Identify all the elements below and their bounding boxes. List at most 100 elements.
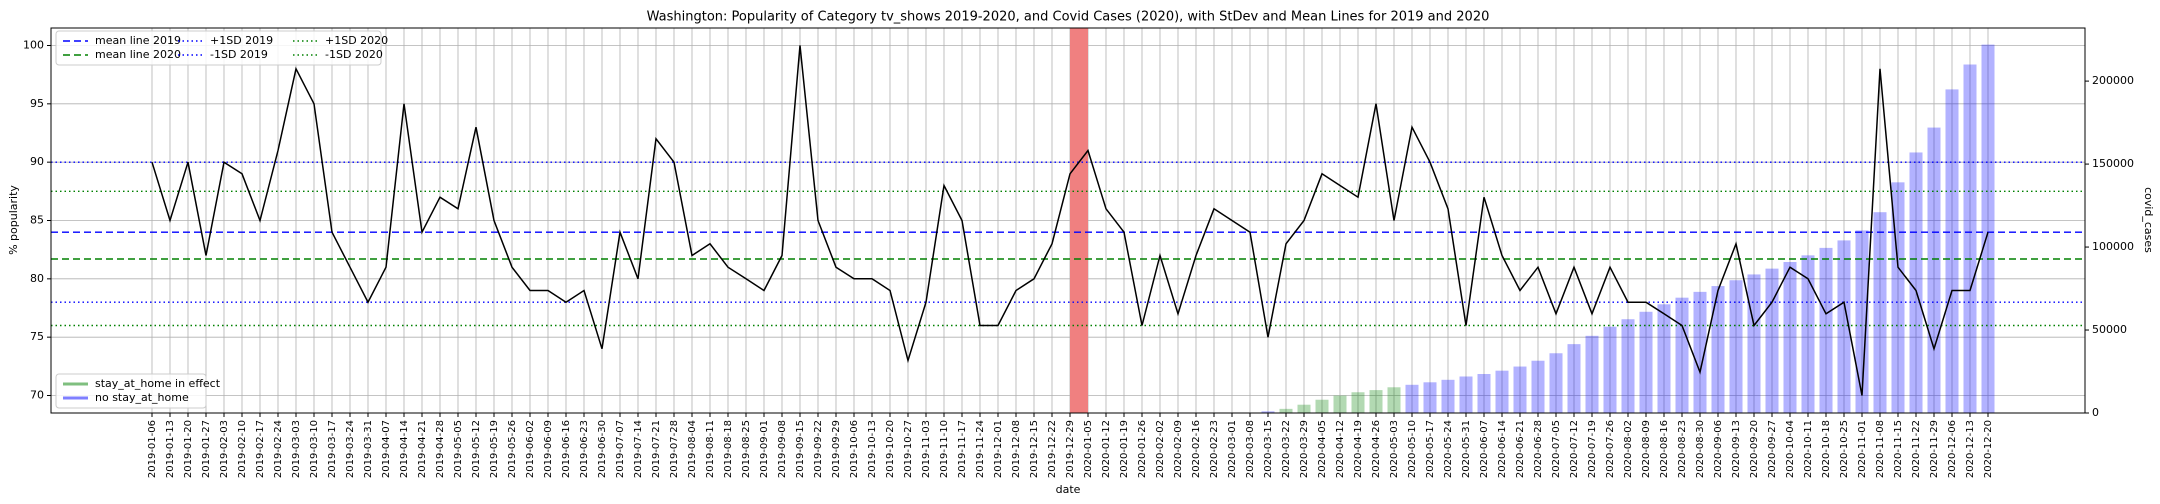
x-tick-label: 2019-06-30 [597, 420, 608, 478]
bar [1441, 379, 1455, 413]
x-tick-label: 2019-10-13 [867, 420, 878, 478]
x-tick-label: 2020-01-12 [1101, 420, 1112, 478]
legend-label: stay_at_home in effect [95, 377, 221, 390]
bar [1891, 182, 1905, 413]
x-tick-label: 2019-04-21 [417, 420, 428, 478]
y-tick-label: 70 [30, 389, 44, 402]
x-tick-label: 2020-05-24 [1443, 420, 1454, 478]
x-tick-label: 2019-05-19 [489, 420, 500, 478]
chart-title: Washington: Popularity of Category tv_sh… [647, 10, 1490, 25]
bar [1747, 274, 1761, 413]
x-tick-label: 2020-05-17 [1425, 420, 1436, 478]
x-tick-label: 2020-09-27 [1767, 420, 1778, 478]
y2-tick-label: 0 [2092, 406, 2099, 419]
bar [1549, 353, 1563, 413]
bar [1297, 404, 1311, 413]
x-tick-label: 2020-11-22 [1911, 420, 1922, 478]
x-tick-label: 2020-03-15 [1263, 420, 1274, 478]
y-tick-label: 75 [30, 330, 44, 343]
bar [1693, 291, 1707, 413]
x-tick-label: 2020-10-18 [1821, 420, 1832, 478]
x-tick-label: 2020-10-04 [1785, 420, 1796, 478]
x-tick-label: 2020-01-19 [1119, 420, 1130, 478]
x-tick-label: 2019-03-03 [291, 420, 302, 478]
bar [1945, 89, 1959, 413]
x-tick-label: 2020-06-21 [1515, 420, 1526, 478]
x-tick-label: 2019-09-08 [777, 420, 788, 478]
x-tick-label: 2019-12-01 [993, 420, 1004, 478]
x-tick-label: 2019-04-28 [435, 420, 446, 478]
bar [1729, 280, 1743, 413]
x-tick-label: 2020-07-26 [1605, 420, 1616, 478]
x-tick-label: 2019-03-31 [363, 420, 374, 478]
x-tick-label: 2020-06-07 [1479, 420, 1490, 478]
bar [1567, 344, 1581, 413]
bar [1495, 370, 1509, 413]
x-tick-label: 2020-12-06 [1947, 420, 1958, 478]
bar [1459, 376, 1473, 413]
y2-axis-label: covid_cases [2142, 187, 2155, 253]
bar [1621, 319, 1635, 413]
bar [1657, 304, 1671, 413]
bar [1909, 152, 1923, 413]
x-tick-label: 2019-02-10 [237, 420, 248, 478]
x-tick-label: 2020-04-05 [1317, 420, 1328, 478]
x-tick-label: 2019-06-02 [525, 420, 536, 478]
x-tick-label: 2020-07-05 [1551, 420, 1562, 478]
x-tick-label: 2020-02-16 [1191, 420, 1202, 478]
y2-tick-label: 200000 [2092, 74, 2134, 87]
x-tick-label: 2019-05-26 [507, 420, 518, 478]
bar [1423, 382, 1437, 413]
y-tick-label: 95 [30, 97, 44, 110]
x-tick-label: 2020-05-03 [1389, 420, 1400, 478]
bar [1333, 395, 1347, 413]
y-tick-label: 80 [30, 272, 44, 285]
x-tick-label: 2019-08-25 [741, 420, 752, 478]
x-tick-label: 2020-11-01 [1857, 420, 1868, 478]
x-tick-label: 2020-09-20 [1749, 420, 1760, 478]
x-tick-label: 2019-12-08 [1011, 420, 1022, 478]
bar [1819, 247, 1833, 413]
x-tick-label: 2020-07-12 [1569, 420, 1580, 478]
bar [1963, 64, 1977, 414]
x-tick-label: 2019-06-23 [579, 420, 590, 478]
x-tick-label: 2020-08-02 [1623, 420, 1634, 478]
legend-label: mean line 2020 [95, 48, 181, 61]
x-tick-label: 2019-05-05 [453, 420, 464, 478]
bar [1369, 390, 1383, 413]
x-tick-label: 2019-01-13 [165, 420, 176, 478]
x-tick-label: 2020-08-16 [1659, 420, 1670, 478]
x-tick-label: 2019-10-06 [849, 420, 860, 478]
legend-label: -1SD 2020 [325, 48, 383, 61]
x-tick-label: 2019-07-28 [669, 420, 680, 478]
x-tick-label: 2020-10-25 [1839, 420, 1850, 478]
x-tick-label: 2019-11-24 [975, 420, 986, 478]
x-tick-label: 2019-01-20 [183, 420, 194, 478]
x-tick-label: 2020-01-05 [1083, 420, 1094, 478]
bar [1261, 411, 1275, 413]
x-tick-label: 2019-12-15 [1029, 420, 1040, 478]
x-tick-label: 2020-09-06 [1713, 420, 1724, 478]
x-tick-label: 2020-04-19 [1353, 420, 1364, 478]
x-tick-label: 2019-04-14 [399, 420, 410, 478]
x-tick-label: 2019-02-24 [273, 420, 284, 478]
bar [1765, 268, 1779, 413]
y2-tick-label: 150000 [2092, 157, 2134, 170]
y-tick-label: 85 [30, 214, 44, 227]
x-tick-label: 2020-05-31 [1461, 420, 1472, 478]
bar [1837, 240, 1851, 413]
x-tick-label: 2019-08-18 [723, 420, 734, 478]
x-tick-label: 2019-03-10 [309, 420, 320, 478]
bar [1981, 44, 1995, 414]
x-tick-label: 2020-03-22 [1281, 420, 1292, 478]
bar [1279, 408, 1293, 413]
x-tick-label: 2020-05-10 [1407, 420, 1418, 478]
x-tick-label: 2019-06-16 [561, 420, 572, 478]
x-tick-label: 2020-03-08 [1245, 420, 1256, 478]
y-tick-label: 90 [30, 155, 44, 168]
x-tick-label: 2020-11-29 [1929, 420, 1940, 478]
x-tick-label: 2019-04-07 [381, 420, 392, 478]
x-tick-label: 2020-07-19 [1587, 420, 1598, 478]
x-tick-label: 2019-07-21 [651, 420, 662, 478]
bar [1783, 261, 1797, 413]
